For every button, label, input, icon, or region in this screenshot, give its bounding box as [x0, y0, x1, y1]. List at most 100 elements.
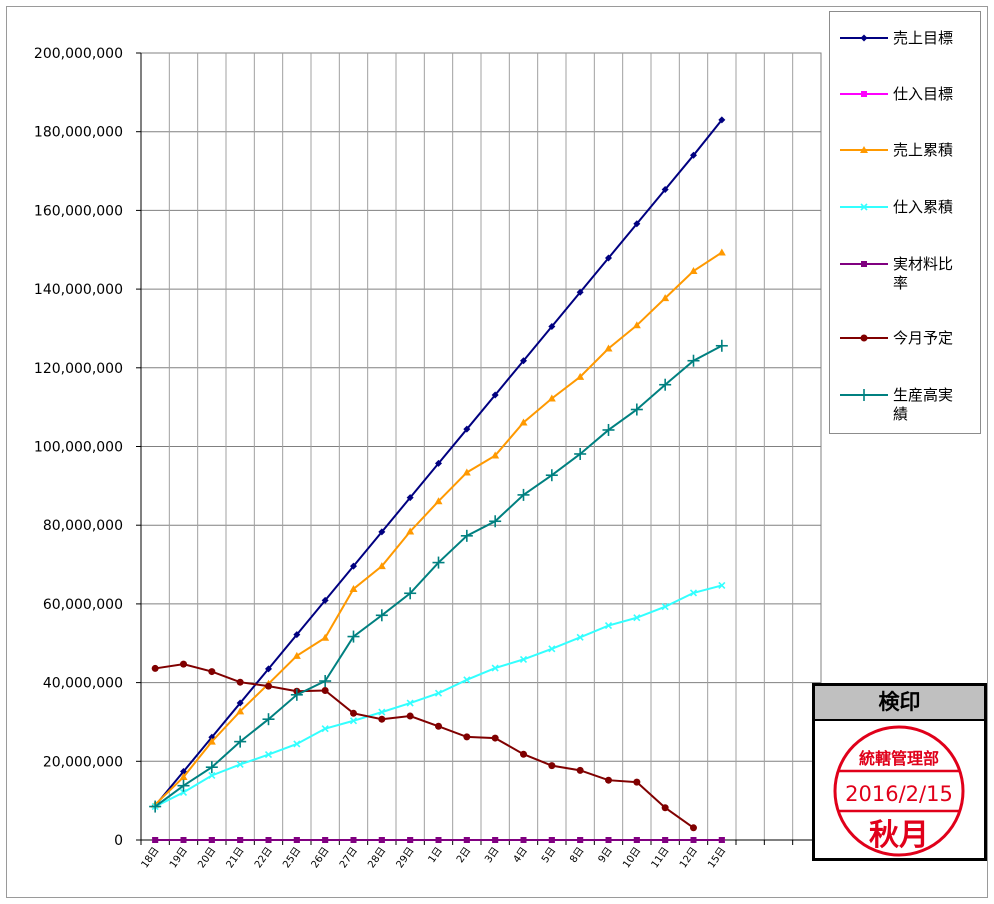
y-tick-label: 20,000,000 [43, 754, 123, 770]
data-point [350, 709, 357, 717]
data-point [548, 645, 556, 653]
data-point [605, 254, 612, 262]
x-tick-label: 28日 [366, 845, 388, 870]
legend-label: 売上累積 [893, 141, 954, 159]
data-point [406, 712, 414, 720]
data-point [321, 633, 330, 641]
data-point [548, 322, 556, 330]
x-tick-label: 21日 [225, 845, 247, 870]
legend-swatch-monthly-plan [840, 334, 888, 342]
legend-marker [861, 261, 867, 267]
data-point [577, 837, 584, 843]
data-point [548, 837, 555, 843]
data-point [349, 584, 358, 592]
legend-label: 今月予定 [893, 329, 954, 347]
legend-label: 仕入累積 [893, 198, 954, 216]
legend-swatch-production-actual [840, 389, 888, 401]
x-tick-label: 9日 [597, 845, 615, 865]
data-point [435, 837, 442, 843]
legend-marker [860, 34, 868, 42]
x-tick-label: 26日 [310, 845, 332, 870]
x-tick-label: 29日 [395, 845, 417, 870]
x-tick-label: 10日 [621, 845, 643, 870]
x-tick-label: 19日 [168, 845, 190, 870]
y-tick-label: 60,000,000 [43, 597, 123, 613]
chart-legend: 売上目標 仕入目標 売上累積 仕入累積 実材料比 率 今月予定 生産高実 績 [829, 11, 981, 434]
x-tick-label: 15日 [706, 845, 728, 870]
data-point [208, 771, 216, 780]
seal-date: 2016/2/15 [845, 782, 953, 806]
data-point [661, 603, 669, 611]
y-tick-label: 160,000,000 [34, 203, 123, 219]
data-point [690, 151, 697, 159]
data-point [463, 425, 471, 433]
data-point [633, 614, 641, 622]
data-point [519, 655, 528, 663]
seal-name: 秋月 [869, 818, 929, 853]
x-tick-label: 2日 [455, 845, 473, 865]
data-point [520, 837, 527, 843]
data-point [718, 116, 726, 124]
approval-stamp-box: 検印 統轄管理部 2016/2/15 秋月 [812, 683, 987, 861]
series-markers-4 [152, 837, 725, 843]
data-point [293, 837, 300, 843]
data-point [604, 344, 613, 352]
approval-seal: 統轄管理部 2016/2/15 秋月 [833, 725, 965, 857]
data-point [434, 689, 443, 697]
data-point [293, 740, 301, 748]
data-point [492, 837, 499, 843]
x-tick-label: 8日 [568, 845, 586, 865]
legend-swatch-purchase-cumulative [840, 203, 888, 211]
x-tick-label: 25日 [281, 845, 303, 870]
legend-swatch-sales-target [840, 34, 888, 42]
x-tick-label: 12日 [678, 845, 700, 870]
data-point [604, 621, 613, 630]
data-point [208, 668, 216, 676]
legend-marker [860, 334, 868, 342]
series-line-5 [155, 663, 695, 829]
seal-ring [833, 725, 965, 857]
data-point [491, 451, 500, 459]
data-point [236, 707, 245, 715]
data-point [605, 776, 612, 784]
data-point [292, 651, 301, 659]
data-point [434, 497, 443, 505]
legend-label: 売上目標 [893, 29, 954, 47]
data-point [690, 837, 697, 843]
data-point [152, 837, 159, 843]
seal-department: 統轄管理部 [859, 749, 939, 768]
x-tick-label: 1日 [427, 845, 445, 865]
y-tick-label: 100,000,000 [34, 440, 123, 456]
data-point [321, 725, 329, 733]
data-point [236, 678, 244, 686]
data-point [690, 824, 697, 832]
data-point [491, 391, 499, 399]
data-point [236, 699, 244, 707]
data-point [180, 837, 187, 843]
data-point [605, 837, 612, 843]
data-point [491, 664, 499, 672]
data-point [576, 633, 584, 641]
data-point [435, 722, 442, 730]
data-point [548, 762, 556, 770]
data-point [520, 357, 527, 365]
data-point [378, 837, 385, 843]
data-point [547, 394, 556, 402]
data-point [321, 596, 329, 604]
data-point [322, 837, 329, 843]
data-point [717, 248, 726, 256]
data-point [321, 686, 329, 694]
data-point [407, 837, 414, 843]
data-point [718, 837, 725, 843]
data-point [293, 631, 301, 639]
data-point [435, 459, 442, 467]
data-point [462, 468, 471, 476]
data-point [463, 676, 471, 684]
y-tick-label: 120,000,000 [34, 361, 123, 377]
data-point [463, 733, 471, 741]
data-point [237, 837, 244, 843]
x-tick-label: 11日 [650, 845, 672, 870]
data-point [633, 778, 641, 786]
legend-label: 実材料比 率 [893, 255, 954, 292]
